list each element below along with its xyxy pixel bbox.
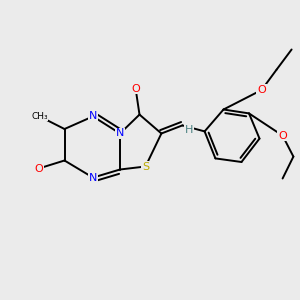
Text: O: O <box>257 85 266 95</box>
Text: N: N <box>89 111 97 122</box>
Text: N: N <box>89 172 97 183</box>
Text: O: O <box>34 164 43 174</box>
Text: O: O <box>278 130 287 141</box>
Text: N: N <box>116 128 124 139</box>
Text: CH₃: CH₃ <box>31 112 48 121</box>
Text: H: H <box>185 125 193 135</box>
Text: O: O <box>131 83 140 94</box>
Text: S: S <box>142 161 149 172</box>
